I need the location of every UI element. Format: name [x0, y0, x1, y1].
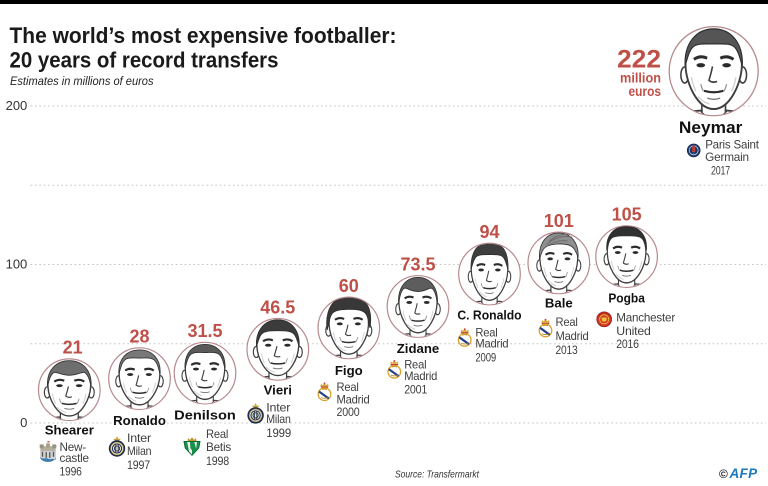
svg-text:1997: 1997 — [127, 459, 150, 472]
svg-text:Real: Real — [404, 359, 426, 372]
svg-text:1999: 1999 — [266, 427, 291, 440]
svg-text:The world’s most expensive foo: The world’s most expensive footballer: — [10, 23, 397, 48]
svg-text:Inter: Inter — [127, 432, 151, 445]
svg-text:Manchester: Manchester — [616, 312, 675, 325]
svg-text:Vieri: Vieri — [264, 383, 292, 398]
svg-text:Source: Transfermarkt: Source: Transfermarkt — [395, 470, 480, 481]
svg-text:Shearer: Shearer — [45, 423, 94, 438]
svg-text:Pogba: Pogba — [608, 291, 645, 306]
svg-text:20 years of record transfers: 20 years of record transfers — [10, 48, 279, 73]
svg-text:Estimates in millions of euros: Estimates in millions of euros — [10, 74, 154, 88]
svg-text:Madrid: Madrid — [475, 337, 508, 350]
svg-text:Madrid: Madrid — [556, 330, 589, 343]
svg-text:Neymar: Neymar — [679, 118, 743, 137]
svg-text:94: 94 — [479, 222, 499, 242]
svg-text:2009: 2009 — [475, 351, 496, 364]
svg-text:Figo: Figo — [335, 363, 363, 378]
svg-text:Bale: Bale — [545, 295, 573, 310]
svg-text:105: 105 — [612, 205, 642, 225]
svg-text:21: 21 — [63, 338, 83, 358]
svg-text:60: 60 — [339, 276, 359, 296]
svg-text:million: million — [620, 71, 661, 86]
svg-text:46.5: 46.5 — [260, 297, 295, 317]
svg-text:101: 101 — [544, 211, 574, 231]
svg-text:euros: euros — [629, 84, 662, 99]
svg-text:2017: 2017 — [711, 165, 730, 178]
svg-text:100: 100 — [6, 256, 28, 271]
svg-text:1998: 1998 — [206, 455, 229, 468]
svg-text:castle: castle — [60, 452, 89, 465]
svg-text:Real: Real — [206, 428, 228, 441]
svg-text:0: 0 — [20, 415, 27, 430]
svg-text:222: 222 — [617, 45, 661, 73]
svg-text:1996: 1996 — [60, 466, 82, 479]
svg-text:28: 28 — [129, 327, 149, 347]
svg-text:Ronaldo: Ronaldo — [113, 413, 166, 428]
svg-text:Denilson: Denilson — [174, 408, 236, 423]
svg-text:Milan: Milan — [266, 413, 290, 426]
svg-text:Germain: Germain — [705, 151, 749, 164]
svg-text:Inter: Inter — [266, 402, 290, 415]
svg-text:©: © — [719, 467, 728, 481]
svg-text:Paris Saint: Paris Saint — [705, 139, 760, 152]
svg-text:Zidane: Zidane — [397, 341, 440, 356]
svg-text:2013: 2013 — [556, 344, 578, 357]
svg-text:2000: 2000 — [337, 406, 360, 419]
svg-text:C. Ronaldo: C. Ronaldo — [457, 308, 521, 323]
svg-text:Madrid: Madrid — [404, 370, 437, 383]
svg-text:Real: Real — [556, 316, 578, 329]
svg-text:Madrid: Madrid — [337, 394, 370, 407]
svg-text:200: 200 — [6, 98, 28, 113]
svg-text:Real: Real — [337, 381, 359, 394]
svg-text:73.5: 73.5 — [400, 255, 435, 275]
svg-text:United: United — [616, 325, 650, 338]
svg-text:Milan: Milan — [127, 445, 151, 458]
svg-text:Betis: Betis — [206, 441, 231, 454]
svg-text:2001: 2001 — [404, 384, 427, 397]
svg-text:31.5: 31.5 — [187, 321, 222, 341]
svg-text:New-: New- — [60, 441, 87, 454]
svg-text:2016: 2016 — [616, 338, 639, 351]
svg-text:AFP: AFP — [729, 466, 759, 481]
svg-text:Real: Real — [475, 327, 497, 340]
